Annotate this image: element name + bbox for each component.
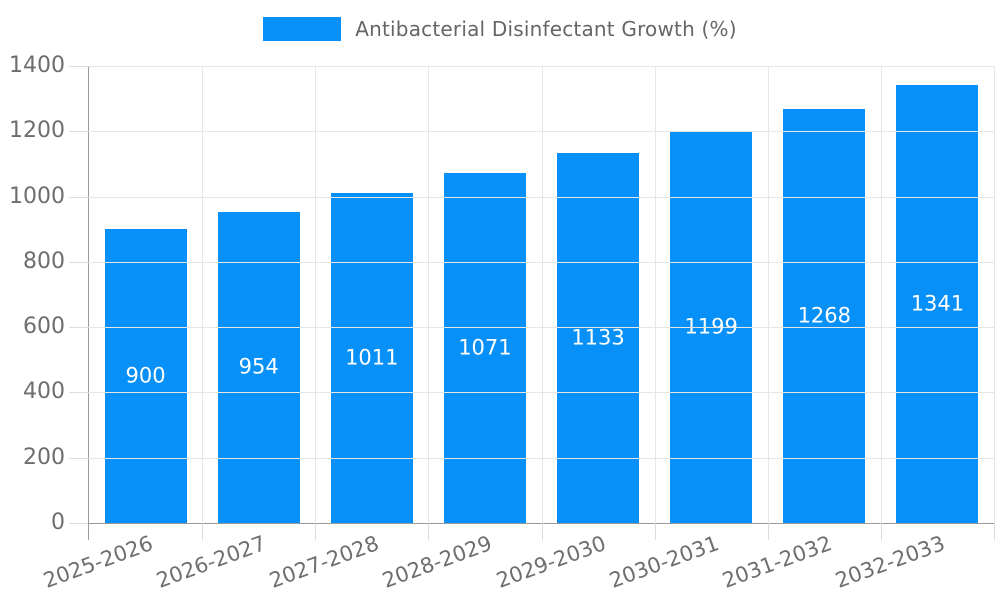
x-axis-tick (994, 523, 995, 540)
bar: 1133 (557, 153, 640, 523)
bar: 1071 (443, 173, 526, 523)
y-axis-tick-label: 800 (23, 248, 65, 274)
y-axis-tick-label: 1000 (9, 183, 65, 209)
gridline-vertical (880, 66, 882, 523)
bar-slot: 1341 (881, 66, 994, 523)
y-axis-tick (69, 261, 89, 263)
y-axis-tick (69, 131, 89, 133)
y-axis-tick-label: 1400 (9, 53, 65, 78)
y-axis-tick (69, 457, 89, 459)
bar-value-label: 900 (125, 363, 166, 388)
bar-slot: 1268 (768, 66, 881, 523)
x-axis-tick (880, 523, 882, 540)
y-axis-tick (69, 196, 89, 198)
bar-value-label: 1268 (797, 303, 852, 328)
y-axis-tick-label: 1200 (9, 118, 65, 144)
legend-label: Antibacterial Disinfectant Growth (%) (355, 17, 737, 41)
x-axis-tick (315, 523, 317, 540)
x-axis-tick-label: 2029-2030 (492, 531, 609, 593)
bar-value-label: 1341 (910, 291, 965, 316)
gridline-vertical (202, 66, 204, 523)
y-axis-tick (69, 392, 89, 394)
bar-value-label: 954 (238, 354, 279, 379)
y-axis-tick (69, 327, 89, 329)
bar-value-label: 1071 (458, 335, 512, 360)
x-axis-tick (541, 523, 543, 540)
bar-slot: 954 (202, 66, 315, 523)
y-axis-tick-label: 200 (23, 444, 65, 470)
gridline-vertical (315, 66, 317, 523)
bar-slot: 1133 (542, 66, 655, 523)
plot-area: 900 954 1011 1071 1133 1199 1268 1341 0 200 400 60… (9, 55, 995, 540)
x-axis-tick-label: 2030-2031 (605, 531, 722, 593)
bar-slot: 900 (89, 66, 202, 523)
bar: 900 (104, 229, 187, 523)
bar: 1268 (783, 109, 866, 523)
x-axis-tick-label: 2032-2033 (832, 531, 948, 593)
x-axis-tick (202, 523, 204, 540)
bar: 954 (217, 211, 300, 523)
bar-slot: 1011 (315, 66, 428, 523)
y-axis-tick-label: 600 (23, 314, 65, 340)
bar: 1011 (330, 192, 413, 523)
x-axis-tick-label: 2027-2028 (266, 531, 383, 593)
bar-slot: 1199 (655, 66, 768, 523)
bar-value-label: 1011 (345, 345, 399, 370)
gridline-vertical (541, 66, 543, 523)
x-axis-tick (767, 523, 769, 540)
legend[interactable]: Antibacterial Disinfectant Growth (%) (0, 17, 1000, 41)
y-axis-tick-label: 400 (23, 379, 65, 405)
bar-value-label: 1199 (684, 314, 738, 339)
bar: 1341 (896, 85, 979, 523)
legend-swatch (263, 17, 342, 41)
bar-value-label: 1133 (571, 325, 625, 350)
x-axis-tick (654, 523, 656, 540)
gridline-vertical (767, 66, 769, 523)
x-axis-tick-label: 2028-2029 (379, 531, 496, 593)
gridline-vertical (428, 66, 430, 523)
y-axis-tick (69, 66, 89, 67)
y-axis-tick-label: 0 (51, 510, 65, 535)
gridline-vertical (654, 66, 656, 523)
x-axis-tick (88, 523, 89, 540)
bar-slot: 1071 (428, 66, 541, 523)
x-axis-tick-label: 2026-2027 (153, 531, 270, 593)
x-axis-tick-label: 2025-2026 (40, 531, 157, 593)
x-axis-tick (428, 523, 430, 540)
y-axis-tick (69, 523, 89, 524)
gridline-vertical (994, 66, 995, 523)
x-axis-tick-label: 2031-2032 (719, 531, 835, 593)
